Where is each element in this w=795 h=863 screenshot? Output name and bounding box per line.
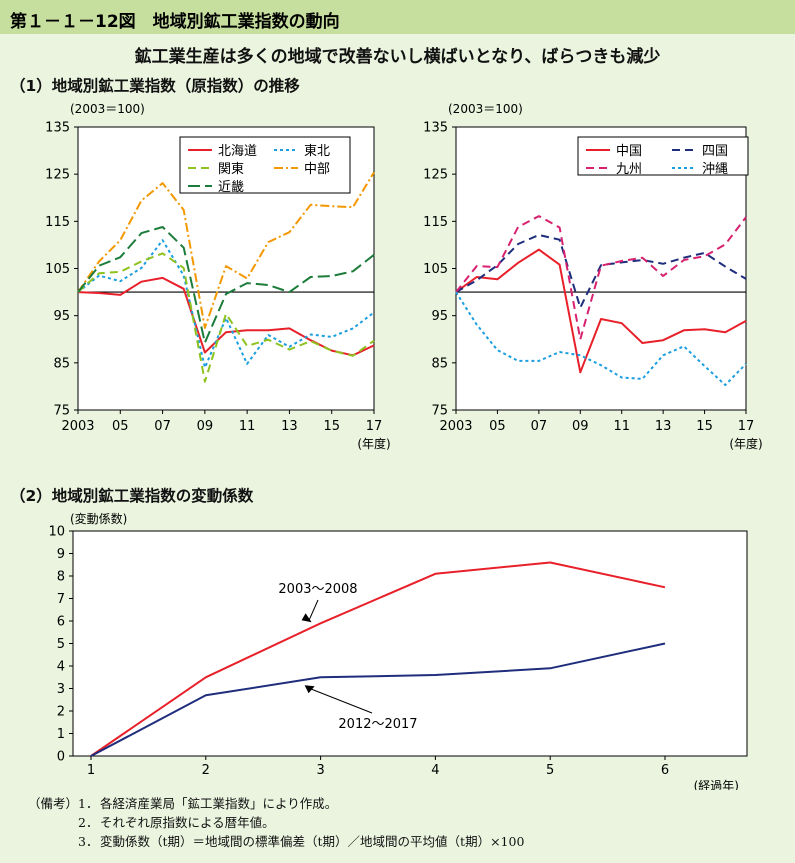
y-tick-label: 10 [48,525,65,540]
y-tick-label: 135 [423,121,448,136]
x-unit-label: (年度) [357,436,390,451]
series-annotation: 2003～2008 [278,582,357,597]
series-annotation: 2012～2017 [338,717,417,732]
note-text: それぞれ原指数による暦年値。 [100,815,275,830]
x-tick-label: 13 [655,419,672,434]
x-tick-label: 2003 [439,419,472,434]
legend-label: 近畿 [218,180,244,195]
series-line-関東 [77,252,375,383]
x-tick-label: 11 [613,419,630,434]
series-line-2012～2017 [90,642,666,757]
series-line-近畿 [77,226,375,344]
x-tick-label: 17 [738,419,755,434]
y-tick-label: 105 [423,262,448,277]
plot-area [72,530,748,757]
y-tick-label: 6 [57,615,65,630]
y-tick-label: 125 [45,168,70,183]
legend-label: 九州 [616,162,642,177]
y-tick-label: 105 [45,262,70,277]
unit-label: (2003＝100) [70,102,145,116]
legend-label: 沖縄 [702,162,728,177]
chart-3-coefficient-of-variation: (変動係数) 0 1 2 3 4 5 6 7 8 9 10 1 2 3 4 5 6 (経過年) 2003～2008 20… [48,511,748,790]
x-tick-label: 2003 [61,419,94,434]
figure-title: 第１－１－12図 地域別鉱工業指数の動向 [10,12,340,32]
x-tick-label: 15 [323,419,340,434]
note-number: 1． [78,796,99,811]
y-tick-label: 9 [57,547,65,562]
x-tick-label: 2 [202,763,210,778]
figure-subtitle: 鉱工業生産は多くの地域で改善ないし横ばいとなり、ばらつきも減少 [134,47,661,67]
x-tick-label: 07 [531,419,548,434]
unit-label: (2003＝100) [448,102,523,116]
x-tick-label: 09 [572,419,589,434]
series-line-九州 [455,215,747,341]
x-tick-label: 05 [112,419,129,434]
title-bar: 第１－１－12図 地域別鉱工業指数の動向 [0,0,795,34]
y-tick-label: 115 [423,215,448,230]
annotation-arrowhead [304,685,315,694]
series-line-2003～2008 [90,561,666,757]
annotation-arrowhead [301,613,312,623]
unit-label: (変動係数) [70,511,127,526]
y-tick-label: 95 [431,309,448,324]
y-tick-label: 135 [45,121,70,136]
x-tick-label: 05 [489,419,506,434]
series-line-東北 [77,239,375,369]
x-tick-label: 17 [366,419,383,434]
y-tick-label: 95 [53,309,70,324]
note-text: 変動係数（t期）＝地域間の標準偏差（t期）／地域間の平均値（t期）×100 [100,834,525,849]
y-tick-label: 3 [57,682,65,697]
legend-label: 東北 [304,143,330,159]
y-tick-label: 5 [57,637,65,652]
y-tick-label: 75 [431,404,448,419]
y-tick-label: 1 [57,727,65,742]
annotation-arrow [308,599,319,622]
notes-label: （備考） [28,796,79,811]
y-tick-label: 85 [53,356,70,371]
series-line-中国 [455,248,747,374]
x-tick-label: 15 [696,419,713,434]
note-row-2: 2． それぞれ原指数による暦年値。 [28,813,524,832]
x-tick-label: 11 [239,419,256,434]
notes: （備考）1． 各経済産業局「鉱工業指数」により作成。 2． それぞれ原指数による暦年… [28,794,524,851]
x-tick-label: 13 [281,419,298,434]
note-text: 各経済産業局「鉱工業指数」により作成。 [100,796,338,811]
y-tick-label: 125 [423,168,448,183]
y-tick-label: 85 [431,356,448,371]
y-tick-label: 115 [45,215,70,230]
section-2-heading: （2）地域別鉱工業指数の変動係数 [10,487,254,505]
y-tick-label: 0 [57,750,65,765]
note-row-3: 3． 変動係数（t期）＝地域間の標準偏差（t期）／地域間の平均値（t期）×100 [28,832,524,851]
legend-label: 四国 [702,144,728,159]
legend-box [179,136,351,194]
annotation-arrow [306,686,373,714]
x-tick-label: 1 [87,763,95,778]
x-tick-label: 5 [546,763,554,778]
x-tick-label: 07 [154,419,171,434]
x-unit-label: (年度) [729,436,762,451]
note-row-1: （備考）1． 各経済産業局「鉱工業指数」により作成。 [28,794,524,813]
legend-label: 北海道 [218,144,257,159]
y-tick-label: 4 [57,660,65,675]
x-tick-label: 4 [431,763,439,778]
series-line-四国 [455,234,747,309]
legend-label: 中部 [304,162,330,177]
x-tick-label: 3 [316,763,324,778]
y-tick-label: 2 [57,705,65,720]
x-tick-label: 6 [661,763,669,778]
y-tick-label: 75 [53,404,70,419]
y-tick-label: 7 [57,592,65,607]
series-line-沖縄 [455,291,747,386]
legend-label: 中国 [616,144,642,159]
series-line-中部 [77,171,375,329]
x-unit-label: (経過年) [694,779,739,790]
section-1-heading: （1）地域別鉱工業指数（原指数）の推移 [10,77,300,95]
note-number: 2． [78,815,99,830]
legend-label: 関東 [218,161,244,177]
x-tick-label: 09 [197,419,214,434]
note-number: 3． [78,834,99,849]
y-tick-label: 8 [57,570,65,585]
